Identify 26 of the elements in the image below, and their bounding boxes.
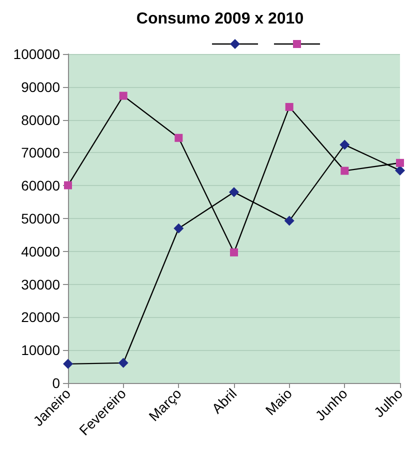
y-tick-label: 90000	[21, 78, 60, 95]
point	[284, 216, 294, 226]
chart-title: Consumo 2009 x 2010	[136, 10, 304, 28]
y-tick-label: 100000	[13, 46, 60, 62]
point	[340, 166, 349, 175]
point	[174, 223, 184, 234]
y-tick-label: 60000	[21, 178, 60, 194]
y-tick-label: 10000	[21, 342, 60, 358]
point	[63, 358, 73, 369]
point	[396, 158, 404, 167]
y-tick-label: 40000	[21, 243, 60, 260]
point	[285, 102, 294, 111]
point	[118, 358, 128, 368]
point	[64, 181, 72, 190]
y-tick-label: 80000	[21, 112, 60, 128]
point	[395, 165, 405, 176]
y-tick-label: 0	[52, 375, 60, 391]
point	[230, 248, 238, 256]
y-tick-label: 70000	[21, 144, 60, 161]
point	[119, 92, 128, 100]
y-tick-label: 30000	[21, 276, 60, 292]
point	[229, 187, 239, 198]
y-tick-label: 50000	[21, 210, 60, 226]
y-tick-label: 20000	[21, 309, 60, 326]
point	[340, 140, 350, 150]
point	[174, 134, 183, 142]
